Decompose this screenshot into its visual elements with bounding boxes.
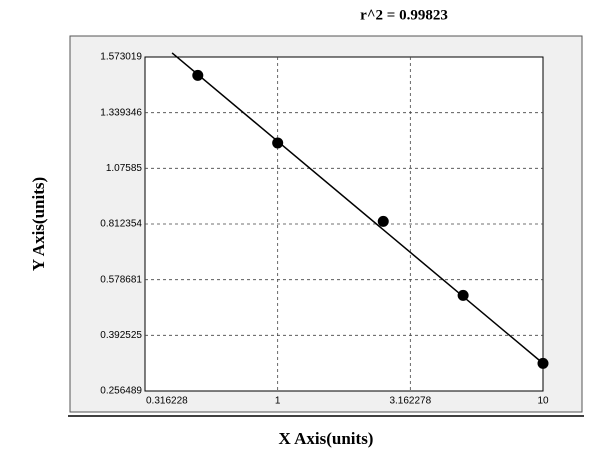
y-tick-label: 1.573019 [100,52,142,63]
fit-line [171,52,544,364]
y-tick-label: 0.392525 [100,330,142,341]
data-point [457,289,469,301]
x-tick-label: 10 [537,396,549,407]
x-tick-label: 0.316228 [146,396,188,407]
y-tick-label: 1.07585 [106,163,143,174]
data-point [377,215,389,227]
data-point [192,69,204,81]
x-tick-label: 3.162278 [389,396,431,407]
x-axis-label: X Axis(units) [279,429,374,448]
y-tick-label: 1.339346 [100,107,142,118]
y-axis-label: Y Axis(units) [29,177,48,271]
data-point [537,357,549,369]
y-tick-label: 0.256489 [100,386,142,397]
data-point [272,137,284,149]
y-tick-label: 0.812354 [100,219,142,230]
annotation: r^2 = 0.99823 [360,7,448,23]
y-tick-label: 0.578681 [100,274,142,285]
x-tick-label: 1 [275,396,281,407]
